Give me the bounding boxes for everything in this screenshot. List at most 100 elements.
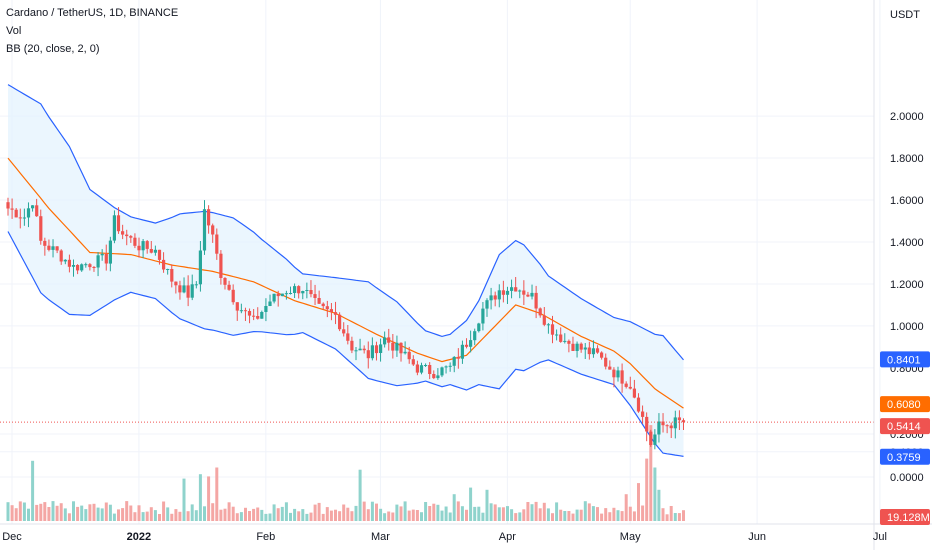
volume-bar bbox=[641, 505, 645, 521]
volume-bar bbox=[387, 511, 391, 521]
volume-bar bbox=[198, 474, 202, 521]
candle-body bbox=[612, 369, 616, 378]
candle-body bbox=[256, 316, 260, 319]
volume-bar bbox=[260, 509, 264, 521]
volume-bar bbox=[329, 510, 333, 521]
candle-body bbox=[22, 217, 26, 219]
volume-bar bbox=[530, 504, 534, 521]
bollinger-legend[interactable]: BB (20, close, 2, 0) bbox=[6, 43, 100, 55]
volume-bar bbox=[35, 504, 39, 521]
candle-body bbox=[493, 295, 497, 300]
candle-body bbox=[182, 285, 186, 293]
candle-body bbox=[600, 352, 604, 358]
candle-body bbox=[252, 315, 256, 317]
x-tick-label: Jul bbox=[873, 531, 887, 543]
candle-body bbox=[88, 264, 92, 268]
volume-bar bbox=[145, 511, 149, 521]
candle-body bbox=[460, 344, 464, 359]
price-tag-bb-lower bbox=[880, 448, 930, 465]
candle-body bbox=[104, 253, 108, 264]
candle-body bbox=[247, 311, 252, 316]
candle-body bbox=[342, 329, 346, 334]
volume-bar bbox=[428, 506, 432, 521]
y-tick-label: 0.0000 bbox=[890, 472, 924, 484]
y-tick-label: 1.2000 bbox=[890, 279, 924, 291]
volume-bar bbox=[632, 511, 636, 521]
time-axis[interactable]: Dec 2022 Feb Mar Apr May Jun Jul bbox=[2, 531, 887, 543]
volume-bar bbox=[280, 506, 284, 521]
volume-bar bbox=[411, 509, 415, 521]
volume-bar bbox=[338, 511, 342, 521]
volume-bar bbox=[39, 503, 43, 521]
volume-bar bbox=[133, 512, 137, 521]
volume-bar bbox=[27, 508, 30, 521]
volume-bar bbox=[137, 505, 141, 521]
volume-bar bbox=[325, 507, 329, 521]
price-tag-label: 0.6080 bbox=[887, 399, 921, 411]
volume-bar bbox=[43, 502, 47, 521]
volume-bar bbox=[153, 510, 157, 521]
volume-bar bbox=[268, 513, 272, 521]
volume-bar bbox=[284, 502, 288, 521]
candle-body bbox=[362, 348, 366, 351]
volume-legend[interactable]: Vol bbox=[6, 25, 22, 37]
price-tag-bb-upper bbox=[880, 351, 930, 368]
volume-bar bbox=[452, 494, 456, 521]
candle-body bbox=[121, 231, 125, 235]
volume-bar bbox=[612, 507, 616, 521]
volume-bar bbox=[469, 487, 473, 521]
candle-body bbox=[194, 284, 198, 286]
candle-body bbox=[166, 269, 170, 270]
volume-bar bbox=[493, 504, 497, 521]
candle-body bbox=[473, 331, 477, 341]
candle-body bbox=[219, 253, 223, 278]
volume-bar bbox=[76, 506, 80, 521]
candle-body bbox=[202, 209, 207, 251]
candle-body bbox=[51, 246, 55, 250]
candle-body bbox=[477, 323, 481, 332]
candle-body bbox=[264, 306, 268, 312]
volume-bar bbox=[501, 507, 505, 521]
candle-body bbox=[35, 205, 39, 217]
candle-body bbox=[444, 366, 448, 368]
candle-body bbox=[587, 347, 591, 355]
volume-bar bbox=[395, 504, 399, 521]
candle-body bbox=[321, 303, 325, 307]
candle-body bbox=[522, 290, 526, 295]
volume-bar bbox=[424, 502, 428, 521]
volume-bar bbox=[620, 511, 624, 521]
y-tick-label: 2.0000 bbox=[890, 111, 924, 123]
candle-body bbox=[583, 347, 587, 350]
candle-body bbox=[530, 292, 534, 297]
volume-bar bbox=[559, 509, 563, 521]
volume-bar bbox=[481, 512, 485, 521]
candle-body bbox=[673, 417, 677, 429]
volume-bar bbox=[551, 513, 554, 521]
volume-bar bbox=[591, 506, 595, 521]
volume-bar bbox=[489, 503, 493, 521]
candle-body bbox=[559, 334, 563, 342]
volume-bar bbox=[305, 513, 309, 521]
candle-body bbox=[452, 356, 456, 366]
candle-body bbox=[489, 295, 493, 301]
volume-bar bbox=[661, 508, 665, 521]
volume-bar bbox=[514, 513, 518, 521]
candle-body bbox=[469, 340, 473, 347]
symbol-title[interactable]: Cardano / TetherUS, 1D, BINANCE bbox=[6, 7, 179, 19]
volume-bar bbox=[252, 508, 256, 521]
volume-bar bbox=[571, 513, 575, 521]
volume-bar bbox=[375, 503, 378, 521]
candle-body bbox=[96, 255, 100, 268]
candle-body bbox=[71, 265, 76, 267]
volume-bar bbox=[682, 510, 685, 521]
volume-bar bbox=[264, 513, 268, 521]
candle-body bbox=[464, 344, 469, 347]
candle-body bbox=[436, 375, 440, 379]
volume-bar bbox=[22, 502, 26, 521]
candle-body bbox=[497, 290, 501, 300]
candle-body bbox=[555, 334, 559, 336]
volume-bar bbox=[432, 503, 436, 521]
candle-body bbox=[301, 291, 305, 294]
volume-bar bbox=[362, 501, 366, 521]
